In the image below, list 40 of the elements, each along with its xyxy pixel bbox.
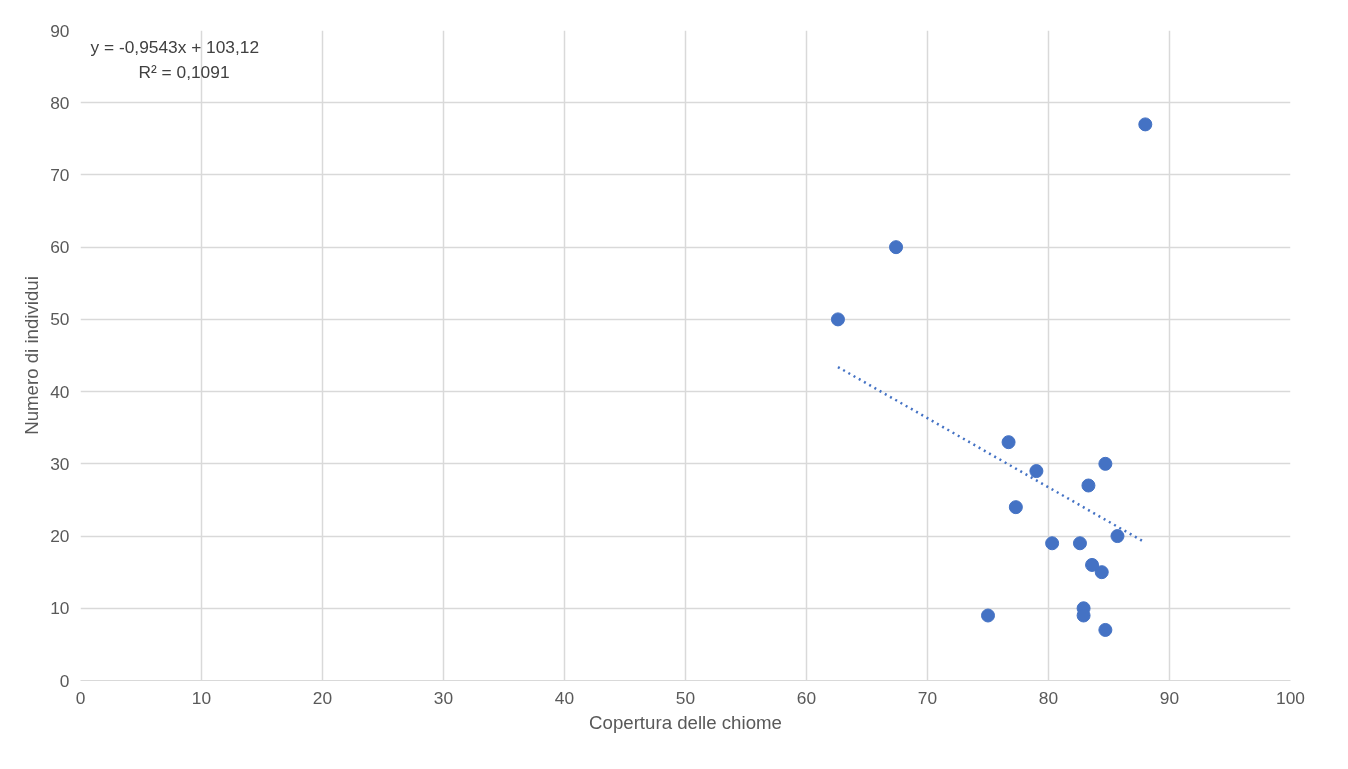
point [1029, 464, 1044, 479]
x-tick-label: 100 [1276, 687, 1305, 708]
y-tick-label: 20 [50, 526, 70, 547]
y-axis-title: Numero di individui [21, 276, 43, 435]
y-tick-label: 10 [50, 598, 70, 619]
x-tick-label: 20 [312, 687, 333, 708]
x-tick-label: 90 [1159, 687, 1180, 708]
y-tick-label: 40 [50, 381, 70, 402]
point [1081, 478, 1096, 493]
x-tick-label: 80 [1038, 687, 1059, 708]
x-tick-label: 50 [675, 687, 696, 708]
annotation: R² = 0,1091 [138, 61, 230, 82]
x-tick-label: 30 [433, 687, 454, 708]
y-tick-label: 30 [50, 453, 70, 474]
x-tick-label: 40 [554, 687, 575, 708]
y-tick-label: 90 [50, 20, 70, 41]
point [1138, 117, 1153, 132]
x-tick-label: 10 [191, 687, 212, 708]
x-tick-label: 0 [75, 687, 86, 708]
point [1098, 456, 1113, 471]
point [1094, 565, 1109, 580]
annotation: y = -0,9543x + 103,12 [90, 36, 260, 57]
point [1098, 622, 1113, 637]
point [830, 312, 845, 327]
point [1085, 557, 1100, 572]
y-tick-label: 70 [50, 164, 70, 185]
x-tick-label: 60 [796, 687, 817, 708]
point [981, 608, 995, 623]
y-tick-label: 60 [50, 237, 70, 258]
y-tick-label: 0 [59, 670, 70, 691]
y-tick-label: 50 [50, 309, 70, 330]
point [889, 240, 904, 255]
y-tick-label: 80 [50, 92, 70, 113]
x-axis-title: Copertura delle chiome [589, 711, 782, 733]
point [1001, 435, 1016, 450]
x-tick-label: 70 [917, 687, 938, 708]
point [1110, 529, 1125, 544]
point [1008, 500, 1023, 515]
point [1072, 536, 1087, 551]
point [1045, 536, 1060, 551]
